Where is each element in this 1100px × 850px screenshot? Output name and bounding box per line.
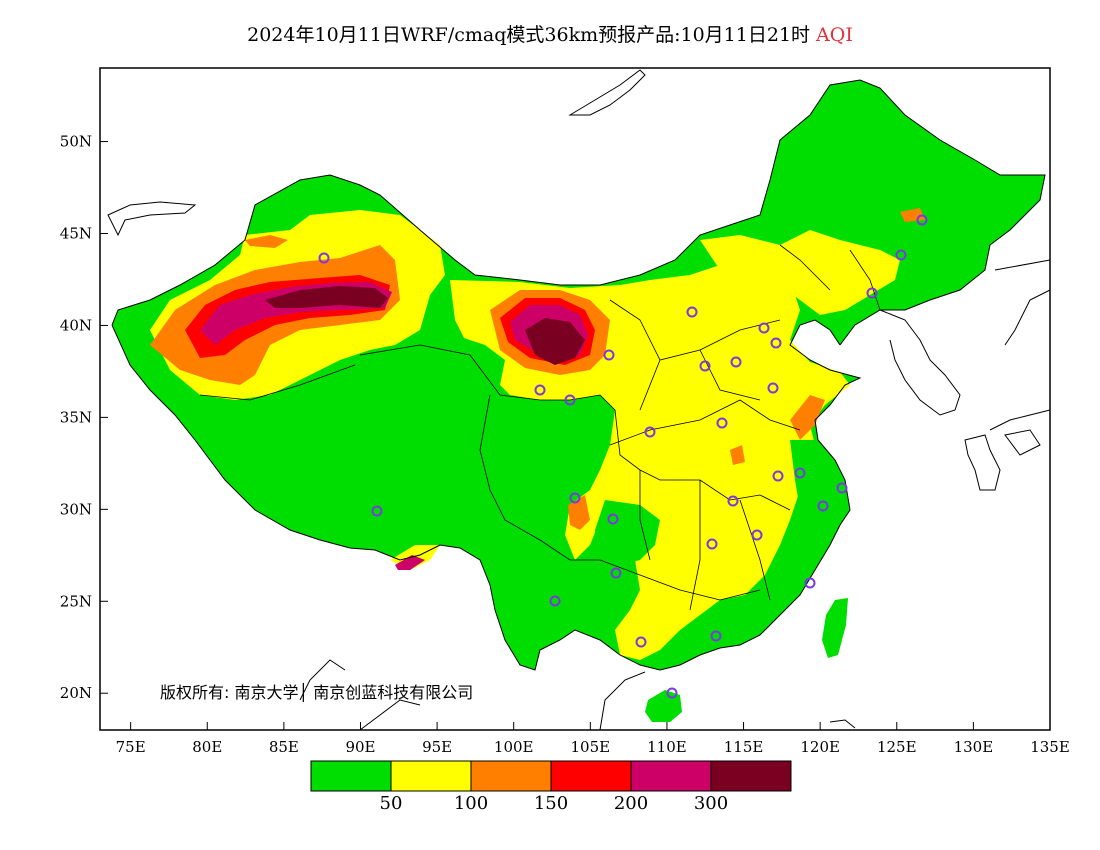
lon-tick-label: 130E xyxy=(954,738,994,756)
lat-tick-label: 30N xyxy=(60,500,92,518)
lat-tick-label: 35N xyxy=(60,408,92,426)
lat-tick-label: 40N xyxy=(60,316,92,334)
lon-tick-label: 85E xyxy=(269,738,299,756)
city-marker xyxy=(916,214,928,226)
lon-tick-label: 75E xyxy=(116,738,146,756)
region-maroon-ordos xyxy=(525,318,585,365)
city-marker xyxy=(727,495,739,507)
lat-tick-label: 20N xyxy=(60,684,92,702)
lon-tick-label: 125E xyxy=(877,738,917,756)
region-maroon-tarim xyxy=(265,286,388,308)
city-marker xyxy=(534,384,546,396)
coast-japan-hokkaido xyxy=(994,259,1051,346)
region-taiwan xyxy=(822,598,848,658)
lon-tick-label: 135E xyxy=(1030,738,1070,756)
lon-tick-label: 120E xyxy=(800,738,840,756)
lon-tick-label: 90E xyxy=(345,738,375,756)
legend-label: 300 xyxy=(693,793,729,814)
coast-balkhash xyxy=(107,201,197,237)
region-green-south xyxy=(790,440,840,520)
city-marker xyxy=(699,360,711,372)
city-marker xyxy=(666,687,678,699)
city-marker xyxy=(706,538,718,550)
city-marker xyxy=(607,513,619,525)
city-marker xyxy=(549,595,561,607)
city-marker xyxy=(644,426,656,438)
china-outline xyxy=(111,79,1046,346)
legend-swatch xyxy=(390,760,472,792)
city-markers xyxy=(318,214,928,699)
city-marker xyxy=(895,249,907,261)
coast-korea xyxy=(879,309,961,416)
lat-axis: 20N 25N 30N 35N 40N 45N 50N xyxy=(60,133,108,702)
title-text: 2024年10月11日WRF/cmaq模式36km预报产品:10月11日21时 xyxy=(247,24,811,46)
border-south xyxy=(111,324,661,671)
coast-luzon xyxy=(829,719,856,729)
map-frame xyxy=(99,67,1051,731)
lat-tick-label: 25N xyxy=(60,592,92,610)
legend-label: 200 xyxy=(613,793,649,814)
city-marker xyxy=(635,636,647,648)
title-variable: AQI xyxy=(816,24,853,46)
lon-axis: 75E 80E 85E 90E 95E 100E 105E 110E 115E 120E 125E 1… xyxy=(116,722,1070,756)
boundary-lines xyxy=(107,69,1051,731)
city-marker xyxy=(610,567,622,579)
coast-east xyxy=(659,319,862,671)
city-marker xyxy=(710,630,722,642)
lon-tick-label: 100E xyxy=(494,738,534,756)
lon-tick-label: 95E xyxy=(422,738,452,756)
city-marker xyxy=(603,349,615,361)
map-area xyxy=(112,80,1045,722)
city-marker xyxy=(730,356,742,368)
legend-swatch xyxy=(310,760,392,792)
legend-swatch xyxy=(710,760,792,792)
map-title: 2024年10月11日WRF/cmaq模式36km预报产品:10月11日21时 A… xyxy=(0,20,1100,47)
copyright-text: 版权所有: 南京大学│ 南京创蓝科技有限公司 xyxy=(160,683,474,702)
city-marker xyxy=(758,322,770,334)
legend-swatch xyxy=(470,760,552,792)
city-marker xyxy=(569,492,581,504)
coast-baikal xyxy=(568,69,646,116)
city-marker xyxy=(751,529,763,541)
city-marker xyxy=(564,394,576,406)
city-marker xyxy=(836,482,848,494)
lon-tick-label: 115E xyxy=(724,738,764,756)
region-red-tibet xyxy=(395,555,425,570)
legend-label: 50 xyxy=(379,793,403,814)
legend-label: 100 xyxy=(453,793,489,814)
lon-tick-label: 105E xyxy=(571,738,611,756)
city-marker xyxy=(770,337,782,349)
legend-swatch xyxy=(630,760,712,792)
city-marker xyxy=(371,505,383,517)
region-orange-sichuan xyxy=(568,495,590,530)
region-orange-ne xyxy=(900,208,925,222)
province-lines xyxy=(199,244,881,611)
region-green-sichuan xyxy=(595,500,660,565)
city-marker xyxy=(804,577,816,589)
lat-tick-label: 45N xyxy=(60,225,92,243)
city-marker xyxy=(772,470,784,482)
lat-tick-label: 50N xyxy=(60,133,92,151)
region-orange-henan xyxy=(730,445,745,465)
city-marker xyxy=(794,467,806,479)
legend-label: 150 xyxy=(533,793,569,814)
coast-bay-bengal xyxy=(299,659,421,731)
city-marker xyxy=(866,287,878,299)
lon-tick-label: 110E xyxy=(647,738,687,756)
city-marker xyxy=(817,500,829,512)
legend-swatch xyxy=(550,760,632,792)
aqi-legend xyxy=(310,760,792,792)
coast-gulf-tonkin xyxy=(599,671,646,731)
city-marker xyxy=(686,306,698,318)
coast-japan-kyushu xyxy=(964,409,1051,491)
city-marker xyxy=(767,382,779,394)
lon-tick-label: 80E xyxy=(192,738,222,756)
city-marker xyxy=(716,417,728,429)
region-green-hexi xyxy=(415,335,505,420)
region-orange-shandong xyxy=(790,395,825,440)
region-yellow-northeast xyxy=(700,230,900,315)
city-marker xyxy=(318,252,330,264)
region-orange-xj-north xyxy=(245,235,288,248)
